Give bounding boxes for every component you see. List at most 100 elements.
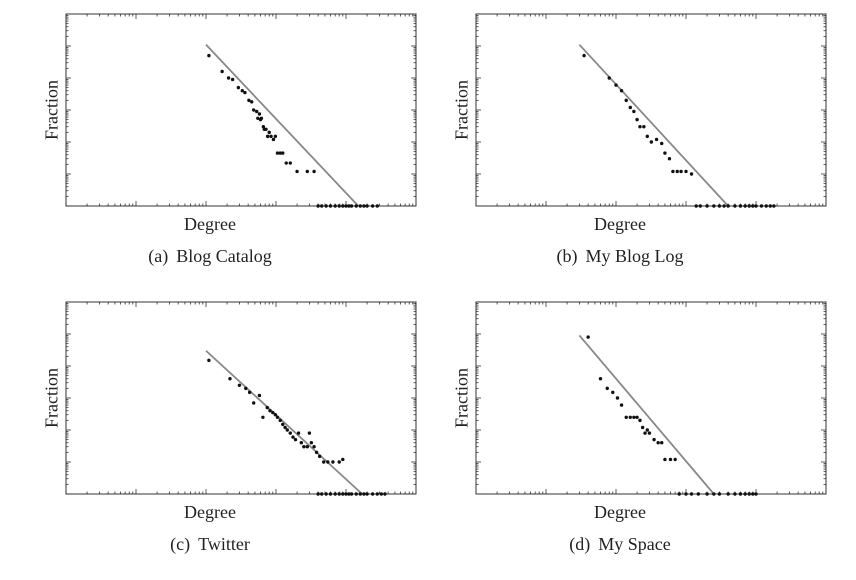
- data-point: [333, 492, 337, 496]
- data-point: [642, 125, 646, 129]
- data-point: [275, 415, 280, 419]
- data-point: [764, 204, 768, 208]
- data-point: [712, 204, 716, 208]
- data-point: [362, 204, 366, 208]
- data-point: [316, 204, 320, 208]
- data-point: [635, 415, 639, 419]
- data-point: [663, 457, 667, 462]
- data-point: [307, 431, 312, 435]
- data-point: [354, 492, 358, 496]
- x-axis-label: Degree: [184, 502, 236, 522]
- data-point: [645, 428, 650, 432]
- data-point: [358, 492, 362, 496]
- data-point: [226, 76, 231, 80]
- data-point: [733, 492, 737, 496]
- data-point: [647, 431, 652, 435]
- panel-a: Fraction Degree (a) Blog Catalog: [0, 0, 420, 280]
- data-point: [331, 460, 335, 464]
- data-point: [696, 492, 701, 496]
- data-point: [314, 450, 319, 455]
- data-point: [267, 130, 271, 135]
- data-point: [375, 204, 380, 208]
- fit-line: [205, 44, 359, 207]
- plot-frame: [475, 13, 827, 207]
- data-point: [278, 151, 282, 155]
- data-point: [254, 109, 259, 114]
- caption-tag: (c): [170, 534, 191, 554]
- data-point: [759, 204, 764, 208]
- data-point: [743, 492, 747, 496]
- data-point: [383, 492, 387, 496]
- data-point: [281, 422, 285, 427]
- data-point: [677, 492, 681, 496]
- caption-dataset: My Blog Log: [585, 246, 684, 266]
- data-point: [250, 100, 254, 104]
- scatter-plot-b: [475, 13, 827, 208]
- data-point: [236, 85, 241, 90]
- data-point: [772, 204, 776, 208]
- data-point: [645, 134, 650, 139]
- scatter-plot-a: [65, 13, 417, 208]
- data-point: [628, 415, 632, 419]
- fit-line: [205, 350, 363, 495]
- data-point: [362, 492, 366, 496]
- caption-dataset: Twitter: [198, 534, 250, 554]
- data-point: [265, 405, 269, 410]
- data-point: [668, 457, 673, 462]
- data-point: [328, 204, 333, 208]
- y-axis-label: Fraction: [41, 368, 62, 428]
- data-point: [220, 69, 224, 74]
- data-point: [288, 161, 292, 165]
- data-point: [754, 492, 758, 496]
- data-point: [288, 431, 292, 435]
- data-point: [738, 204, 743, 208]
- data-point: [337, 204, 341, 208]
- data-point: [283, 425, 287, 430]
- data-point: [240, 89, 244, 93]
- caption-dataset: Blog Catalog: [176, 246, 272, 266]
- data-point: [268, 409, 272, 413]
- data-point: [370, 492, 375, 496]
- data-point: [365, 492, 369, 496]
- panel-caption: (c) Twitter: [0, 534, 420, 555]
- data-point: [344, 492, 348, 496]
- data-point: [321, 460, 326, 464]
- data-point: [712, 492, 716, 496]
- y-axis-label: Fraction: [451, 368, 472, 428]
- data-point: [326, 460, 330, 464]
- data-point: [370, 204, 375, 208]
- data-point: [259, 116, 264, 121]
- data-point: [649, 140, 654, 144]
- data-point: [316, 492, 320, 496]
- x-axis-label: Degree: [594, 214, 646, 234]
- data-point: [264, 127, 268, 131]
- data-point: [271, 410, 275, 415]
- data-point: [751, 204, 755, 208]
- data-point: [726, 204, 730, 208]
- data-point: [667, 157, 672, 161]
- data-point: [278, 418, 282, 423]
- data-point: [611, 390, 615, 395]
- data-point: [299, 441, 304, 445]
- data-point: [689, 492, 694, 496]
- data-point: [256, 116, 260, 121]
- data-point: [285, 428, 289, 432]
- scatter-plot-d: [475, 301, 827, 496]
- data-point: [337, 492, 341, 496]
- data-point: [295, 169, 299, 174]
- panel-d: Fraction Degree (d) My Space: [410, 288, 830, 568]
- data-point: [324, 204, 328, 208]
- data-point: [689, 172, 694, 176]
- fit-line: [578, 334, 715, 495]
- data-point: [344, 204, 348, 208]
- data-point: [768, 204, 772, 208]
- data-point: [271, 137, 276, 142]
- data-point: [598, 377, 603, 381]
- data-point: [607, 76, 611, 80]
- panel-caption: (a) Blog Catalog: [0, 246, 420, 267]
- data-point: [296, 431, 301, 435]
- data-point: [309, 441, 314, 445]
- data-point: [293, 437, 298, 442]
- y-axis-label: Fraction: [41, 80, 62, 140]
- data-point: [302, 445, 306, 449]
